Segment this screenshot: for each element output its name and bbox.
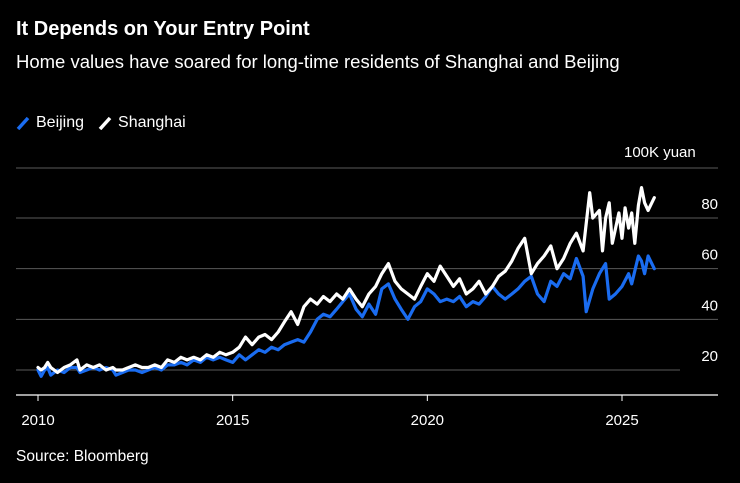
x-tick-label-2015: 2015 [216, 412, 249, 429]
series-line-shanghai [36, 186, 656, 375]
series-line-beijing [36, 254, 656, 378]
chart-subtitle: Home values have soared for long-time re… [16, 51, 620, 72]
y-tick-labels: 20 40 60 80 [701, 196, 718, 365]
y-tick-label-60: 60 [701, 247, 718, 264]
x-tick-label-2025: 2025 [605, 412, 638, 429]
chart-title: It Depends on Your Entry Point [16, 18, 310, 40]
y-unit-label: 100K yuan [624, 144, 696, 161]
legend-swatch-shanghai [98, 116, 112, 130]
y-tick-label-20: 20 [701, 348, 718, 365]
source-note: Source: Bloomberg [16, 448, 149, 465]
legend-item-shanghai: Shanghai [98, 114, 186, 132]
legend-label-beijing: Beijing [36, 114, 85, 131]
x-tick-label-2010: 2010 [21, 412, 54, 429]
legend: Beijing Shanghai [16, 114, 200, 132]
legend-item-beijing: Beijing [16, 114, 84, 132]
legend-label-shanghai: Shanghai [118, 114, 186, 131]
y-tick-label-40: 40 [701, 297, 718, 314]
x-tick-label-2020: 2020 [411, 412, 444, 429]
grid-lines [16, 167, 718, 371]
x-axis: 2010 2015 2020 2025 [16, 394, 718, 429]
series-lines [36, 186, 656, 378]
legend-swatch-beijing [16, 116, 30, 130]
y-tick-label-80: 80 [701, 196, 718, 213]
